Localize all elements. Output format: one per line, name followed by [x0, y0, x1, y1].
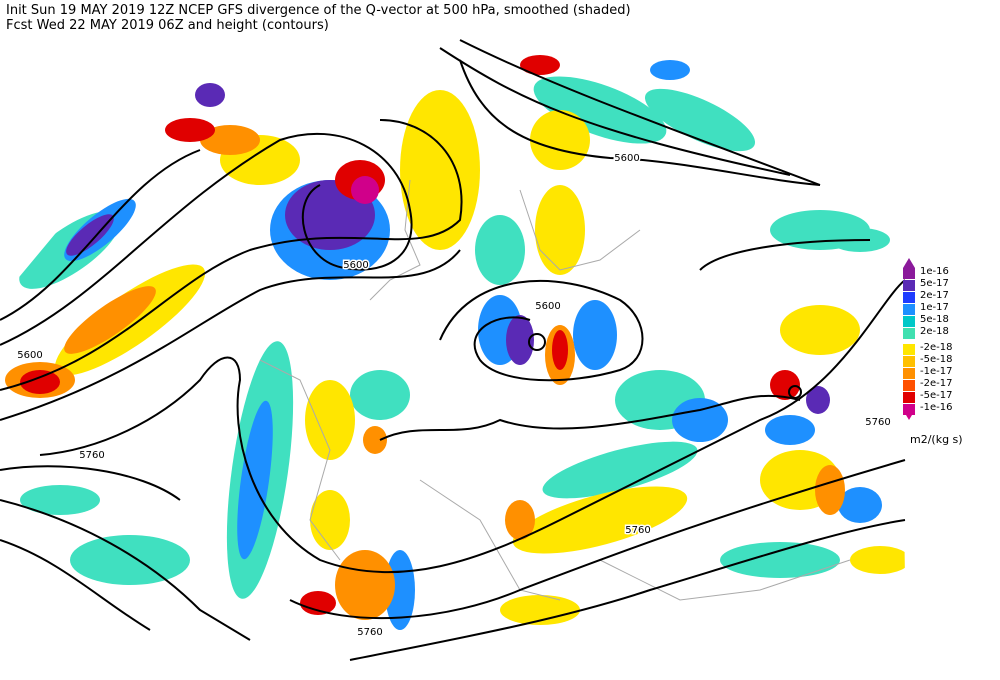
- colorbar-box: [903, 328, 915, 339]
- colorbar-label: -1e-16: [920, 402, 952, 413]
- colorbar-label: 2e-18: [920, 326, 949, 337]
- header-line-2: Fcst Wed 22 MAY 2019 06Z and height (con…: [6, 18, 329, 33]
- header-line-1: Init Sun 19 MAY 2019 12Z NCEP GFS diverg…: [6, 3, 631, 18]
- contour-label: 5760: [865, 417, 890, 428]
- height-contours: [0, 39, 906, 661]
- contour-label: 5600: [17, 350, 42, 361]
- colorbar-unit: m2/(kg s): [910, 433, 963, 446]
- colorbar-label: 1e-16: [920, 266, 949, 277]
- colorbar-box: [903, 404, 915, 415]
- colorbar-label: 2e-17: [920, 290, 949, 301]
- shade-magenta: [351, 176, 379, 204]
- colorbar-box: [903, 368, 915, 379]
- colorbar: 1e-165e-172e-171e-175e-182e-18-2e-18-5e-…: [903, 258, 963, 446]
- colorbar-label: 1e-17: [920, 302, 949, 313]
- contour-labels: 5600 5600 5600 5600 5760 5760 5760 5760: [16, 152, 892, 640]
- colorbar-box: [903, 356, 915, 367]
- contour-label: 5600: [343, 260, 368, 271]
- contour-label: 5760: [357, 627, 382, 638]
- colorbar-boxes: 1e-165e-172e-171e-175e-182e-18-2e-18-5e-…: [903, 266, 952, 415]
- shade-red: [20, 55, 800, 615]
- coastlines: [259, 179, 851, 601]
- colorbar-box: [903, 316, 915, 327]
- contour-label: 5760: [625, 525, 650, 536]
- colorbar-arrow: [903, 258, 915, 268]
- colorbar-box: [903, 304, 915, 315]
- contour-label: 5600: [535, 301, 560, 312]
- colorbar-box: [903, 392, 915, 403]
- colorbar-label: -2e-17: [920, 378, 952, 389]
- colorbar-box: [903, 344, 915, 355]
- colorbar-label: 5e-17: [920, 278, 949, 289]
- colorbar-box: [903, 380, 915, 391]
- colorbar-label: 5e-18: [920, 314, 949, 325]
- contour-label: 5600: [614, 153, 639, 164]
- colorbar-label: -2e-18: [920, 342, 952, 353]
- colorbar-box: [903, 292, 915, 303]
- colorbar-label: -5e-18: [920, 354, 952, 365]
- colorbar-box: [903, 280, 915, 291]
- colorbar-label: -5e-17: [920, 390, 952, 401]
- colorbar-label: -1e-17: [920, 366, 952, 377]
- contour-label: 5760: [79, 450, 104, 461]
- colorbar-box: [903, 268, 915, 279]
- shaded-field: [5, 55, 905, 630]
